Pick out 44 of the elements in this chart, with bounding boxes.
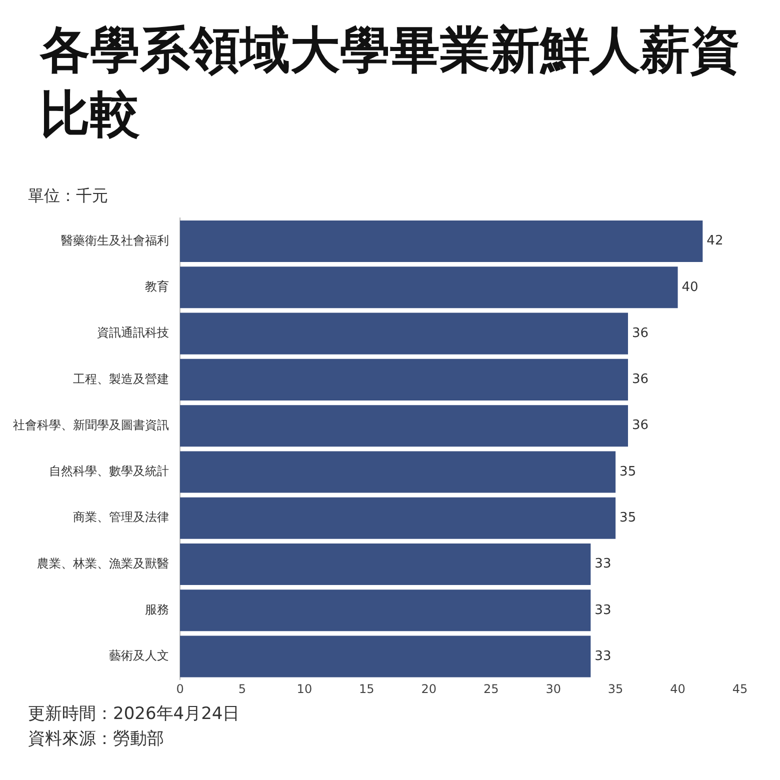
y-tick-label: 社會科學、新聞學及圖書資訊: [13, 418, 169, 432]
y-tick-label: 藝術及人文: [109, 648, 169, 663]
source-note: 資料來源：勞動部: [28, 728, 165, 751]
x-tick-label: 10: [296, 682, 312, 696]
y-tick-label: 醫藥衛生及社會福利: [61, 233, 169, 248]
data-label: 42: [706, 234, 724, 249]
data-label: 40: [682, 280, 698, 295]
chart-title: 各學系領域大學畢業新鮮人薪資比較: [40, 20, 741, 145]
bar: [180, 636, 591, 678]
y-tick-label: 教育: [145, 280, 169, 294]
chart-subtitle: 單位：千元: [28, 186, 108, 207]
x-tick-label: 30: [546, 682, 561, 696]
bar: [180, 405, 628, 447]
y-tick-label: 服務: [145, 602, 169, 617]
bar: [180, 497, 616, 539]
x-tick-label: 0: [176, 682, 184, 696]
bar: [180, 358, 628, 400]
data-label: 35: [620, 464, 636, 480]
bar: [180, 220, 703, 262]
y-tick-label: 農業、林業、漁業及獸醫: [37, 556, 169, 570]
text: 更新時間：2026年4月24日: [28, 703, 240, 726]
bar: [180, 266, 678, 308]
x-tick-label: 40: [670, 682, 686, 696]
data-label: 36: [632, 418, 649, 434]
bar: [180, 543, 591, 586]
y-tick-label: 自然科學、數學及統計: [49, 464, 169, 478]
x-tick-label: 20: [421, 682, 437, 696]
bar: [180, 451, 616, 493]
data-label: 36: [632, 372, 649, 388]
data-label: 35: [620, 510, 636, 526]
bar: [180, 590, 591, 632]
data-label: 33: [594, 556, 612, 572]
y-tick-label: 工程、製造及營建: [73, 372, 169, 386]
x-tick-label: 25: [483, 682, 499, 696]
y-tick-label: 資訊通訊科技: [97, 326, 169, 340]
x-tick-label: 15: [359, 682, 374, 696]
data-label: 33: [594, 648, 612, 664]
x-tick-label: 45: [732, 682, 748, 696]
x-tick-label: 35: [608, 682, 624, 696]
bar: [180, 312, 628, 354]
data-label: 36: [632, 326, 649, 341]
y-tick-label: 商業、管理及法律: [73, 510, 169, 524]
data-label: 33: [594, 602, 612, 618]
x-tick-label: 5: [238, 682, 246, 696]
